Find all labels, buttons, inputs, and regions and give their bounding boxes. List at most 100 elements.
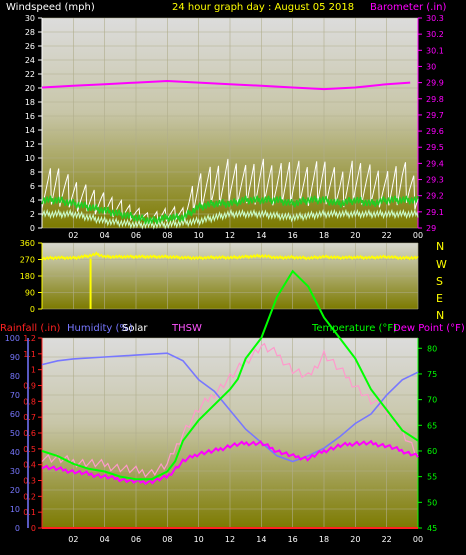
wind-ytick-label: 30 (25, 14, 35, 23)
rain-ytick-label: 0.6 (23, 429, 36, 438)
legend-dewpoint: Dew Point (°F) (393, 323, 465, 334)
temp-xtick-label: 06 (131, 535, 141, 544)
rain-ytick-label: 0.8 (23, 397, 36, 406)
baro-ytick-label: 30 (426, 62, 436, 71)
wind-ytick-label: 0 (30, 224, 35, 233)
dir-ytick-label: 360 (20, 239, 35, 248)
legend-temperature: Temperature (°F) (311, 323, 397, 334)
rain-ytick-label: 0.5 (23, 445, 36, 454)
temp-xtick-label: 04 (100, 535, 110, 544)
baro-ytick-label: 29.6 (426, 127, 444, 136)
temp-xtick-label: 22 (382, 535, 392, 544)
dir-ytick-label: 180 (20, 272, 35, 281)
humidity-ytick-label: 40 (10, 448, 20, 457)
temp-ytick-label: 60 (427, 447, 437, 456)
baro-ytick-label: 29.4 (426, 159, 444, 168)
legend-humidity: Humidity (%) (67, 323, 133, 334)
rain-ytick-label: 0.1 (23, 508, 36, 517)
wind-axis-title: Windspeed (mph) (6, 2, 95, 13)
solar-line (41, 342, 419, 478)
humidity-ytick-label: 0 (15, 524, 20, 533)
temp-ytick-label: 55 (427, 473, 437, 482)
temp-xtick-label: 02 (68, 535, 78, 544)
temp-xtick-label: 08 (162, 535, 172, 544)
temp-ytick-label: 50 (427, 498, 437, 507)
dewpoint-line (41, 439, 419, 486)
temperature-line (41, 269, 419, 481)
baro-ytick-label: 29.5 (426, 143, 444, 152)
wind-ytick-label: 6 (30, 182, 35, 191)
rain-ytick-label: 1 (31, 366, 36, 375)
dir-ytick-label: 90 (25, 289, 35, 298)
baro-ytick-label: 29.3 (426, 176, 444, 185)
humidity-ytick-label: 90 (10, 353, 20, 362)
compass-n-bottom: N (436, 309, 444, 322)
wind-ytick-label: 16 (25, 112, 35, 121)
compass-s: S (436, 275, 443, 288)
temp-ytick-label: 65 (427, 421, 437, 430)
humidity-ytick-label: 30 (10, 467, 20, 476)
wind-xtick-label: 00 (413, 231, 423, 240)
rain-ytick-label: 0 (31, 524, 36, 533)
temp-ytick-label: 70 (427, 396, 437, 405)
wind-ytick-label: 18 (25, 98, 35, 107)
humidity-ytick-label: 60 (10, 410, 20, 419)
wind-low-line (41, 208, 419, 230)
humidity-ytick-label: 20 (10, 486, 20, 495)
baro-ytick-label: 29 (426, 224, 436, 233)
temp-xtick-label: 00 (413, 535, 423, 544)
wind-ytick-label: 20 (25, 84, 35, 93)
graph-title: 24 hour graph day : August 05 2018 (172, 2, 354, 13)
compass-e: E (436, 292, 443, 305)
wind-ytick-label: 28 (25, 28, 35, 37)
rain-ytick-label: 0.4 (23, 461, 36, 470)
wind-ytick-label: 2 (30, 210, 35, 219)
wind-xtick-label: 02 (68, 231, 78, 240)
chart-marks: 0246810121416182022242628302929.129.229.… (5, 14, 444, 544)
temp-ytick-label: 80 (427, 344, 437, 353)
wind-ytick-label: 4 (30, 196, 35, 205)
baro-ytick-label: 29.9 (426, 79, 444, 88)
legend-rainfall: Rainfall (.in) (0, 323, 61, 334)
rain-ytick-label: 0.2 (23, 492, 36, 501)
temp-xtick-label: 14 (256, 535, 266, 544)
legend-thsw: THSW (171, 323, 202, 334)
baro-ytick-label: 29.1 (426, 208, 444, 217)
wind-xtick-label: 06 (131, 231, 141, 240)
humidity-ytick-label: 70 (10, 391, 20, 400)
wind-gust-line (41, 158, 419, 224)
temp-xtick-label: 18 (319, 535, 329, 544)
wind-ytick-label: 12 (25, 140, 35, 149)
baro-ytick-label: 30.3 (426, 14, 444, 23)
wind-xtick-label: 18 (319, 231, 329, 240)
wind-xtick-label: 14 (256, 231, 266, 240)
wind-xtick-label: 20 (350, 231, 360, 240)
rain-ytick-label: 0.3 (23, 477, 36, 486)
baro-ytick-label: 29.8 (426, 95, 444, 104)
dir-ytick-label: 270 (20, 256, 35, 265)
rain-ytick-label: 0.7 (23, 413, 36, 422)
rain-ytick-label: 1.2 (23, 334, 36, 343)
humidity-ytick-label: 100 (5, 334, 20, 343)
wind-ytick-label: 8 (30, 168, 35, 177)
temp-xtick-label: 12 (225, 535, 235, 544)
compass-n-top: N (436, 240, 444, 253)
baro-ytick-label: 29.2 (426, 192, 444, 201)
barometer-line (41, 79, 411, 91)
humidity-ytick-label: 80 (10, 372, 20, 381)
legend-solar: Solar (122, 323, 148, 334)
wind-direction-line (41, 251, 419, 261)
wind-ytick-label: 10 (25, 154, 35, 163)
baro-ytick-label: 30.2 (426, 30, 444, 39)
baro-ytick-label: 30.1 (426, 46, 444, 55)
wind-ytick-label: 24 (25, 56, 35, 65)
wind-avg-line (41, 195, 419, 225)
rain-ytick-label: 1.1 (23, 350, 36, 359)
wind-ytick-label: 26 (25, 42, 35, 51)
temp-xtick-label: 16 (288, 535, 298, 544)
compass-w: W (436, 258, 447, 271)
humidity-line (41, 352, 419, 463)
baro-ytick-label: 29.7 (426, 111, 444, 120)
